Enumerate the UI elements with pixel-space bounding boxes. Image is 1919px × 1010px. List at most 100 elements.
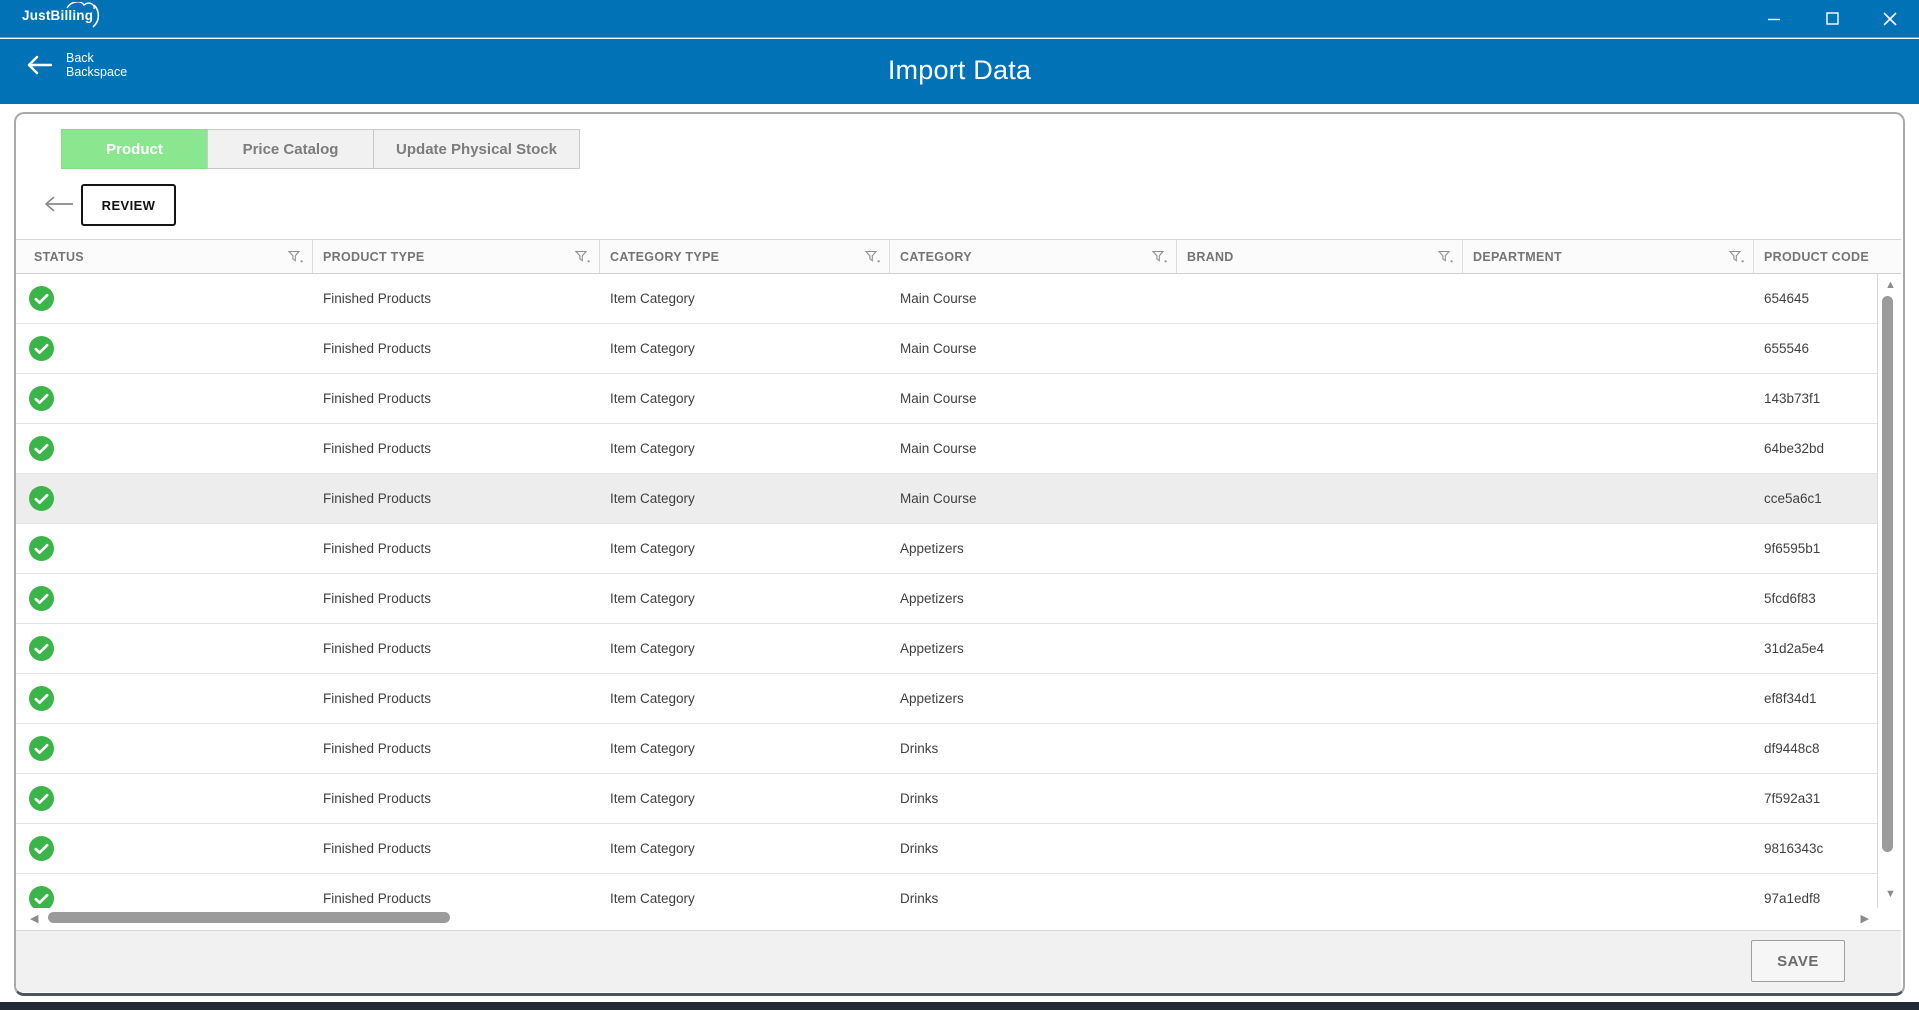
category-type-cell: Item Category [600, 824, 890, 873]
minimize-icon[interactable] [1745, 0, 1803, 37]
check-circle-icon [29, 836, 54, 861]
status-cell [16, 424, 313, 473]
category-type-cell: Item Category [600, 324, 890, 373]
category-cell: Drinks [890, 774, 1177, 823]
maximize-icon[interactable] [1803, 0, 1861, 37]
check-circle-icon [29, 636, 54, 661]
filter-icon[interactable] [575, 250, 591, 263]
table-row[interactable]: Finished ProductsItem CategoryDrinks7f59… [16, 774, 1901, 824]
brand-cell [1177, 824, 1463, 873]
table-row[interactable]: Finished ProductsItem CategoryDrinks9816… [16, 824, 1901, 874]
cloud-icon [65, 2, 105, 32]
horizontal-scrollbar[interactable]: ◀ ▶ [16, 908, 1875, 930]
check-circle-icon [29, 786, 54, 811]
product-type-cell: Finished Products [313, 824, 600, 873]
status-cell [16, 674, 313, 723]
table-row[interactable]: Finished ProductsItem CategoryMain Cours… [16, 424, 1901, 474]
column-header-product-code[interactable]: PRODUCT CODE [1754, 240, 1901, 273]
brand-cell [1177, 424, 1463, 473]
tab-price-catalog[interactable]: Price Catalog [207, 129, 374, 169]
filter-icon[interactable] [1438, 250, 1454, 263]
window-controls [1745, 0, 1919, 37]
table-row[interactable]: Finished ProductsItem CategoryAppetizers… [16, 624, 1901, 674]
filter-icon[interactable] [1152, 250, 1168, 263]
brand-cell [1177, 674, 1463, 723]
brand-cell [1177, 874, 1463, 908]
header: Back Backspace Import Data [0, 39, 1919, 104]
check-circle-icon [29, 886, 54, 908]
product-type-cell: Finished Products [313, 774, 600, 823]
up-arrow-icon[interactable]: ▲ [1878, 279, 1903, 291]
filter-icon[interactable] [288, 250, 304, 263]
table-row[interactable]: Finished ProductsItem CategoryDrinksdf94… [16, 724, 1901, 774]
vertical-scrollbar-thumb[interactable] [1882, 296, 1893, 852]
save-button[interactable]: SAVE [1751, 940, 1845, 982]
category-type-cell: Item Category [600, 524, 890, 573]
department-cell [1463, 874, 1754, 908]
table-row[interactable]: Finished ProductsItem CategoryAppetizers… [16, 524, 1901, 574]
status-cell [16, 874, 313, 908]
column-header-category-type[interactable]: CATEGORY TYPE [600, 240, 890, 273]
table-row[interactable]: Finished ProductsItem CategoryMain Cours… [16, 324, 1901, 374]
department-cell [1463, 624, 1754, 673]
status-cell [16, 274, 313, 323]
brand-cell [1177, 724, 1463, 773]
column-header-product-type[interactable]: PRODUCT TYPE [313, 240, 600, 273]
table-header: STATUS PRODUCT TYPE CATEGORY TYPE CATEGO… [16, 239, 1901, 274]
left-arrow-icon[interactable]: ◀ [30, 912, 38, 925]
product-type-cell: Finished Products [313, 874, 600, 908]
app-logo: JustBilling [22, 8, 93, 23]
check-circle-icon [29, 486, 54, 511]
brand-cell [1177, 374, 1463, 423]
table-row[interactable]: Finished ProductsItem CategoryMain Cours… [16, 474, 1901, 524]
table-row[interactable]: Finished ProductsItem CategoryAppetizers… [16, 574, 1901, 624]
table-row[interactable]: Finished ProductsItem CategoryMain Cours… [16, 274, 1901, 324]
check-circle-icon [29, 686, 54, 711]
department-cell [1463, 824, 1754, 873]
product-type-cell: Finished Products [313, 324, 600, 373]
status-cell [16, 474, 313, 523]
column-header-department[interactable]: DEPARTMENT [1463, 240, 1754, 273]
category-type-cell: Item Category [600, 274, 890, 323]
category-cell: Main Course [890, 274, 1177, 323]
tab-bar: Product Price Catalog Update Physical St… [61, 129, 580, 169]
tab-product[interactable]: Product [61, 129, 208, 169]
grid-back-arrow-icon[interactable] [44, 194, 74, 214]
table-row[interactable]: Finished ProductsItem CategoryDrinks97a1… [16, 874, 1901, 908]
status-cell [16, 374, 313, 423]
horizontal-scrollbar-thumb[interactable] [48, 912, 450, 923]
check-circle-icon [29, 436, 54, 461]
product-type-cell: Finished Products [313, 624, 600, 673]
status-cell [16, 824, 313, 873]
check-circle-icon [29, 286, 54, 311]
brand-cell [1177, 324, 1463, 373]
down-arrow-icon[interactable]: ▼ [1878, 888, 1903, 900]
filter-icon[interactable] [865, 250, 881, 263]
department-cell [1463, 424, 1754, 473]
column-header-category[interactable]: CATEGORY [890, 240, 1177, 273]
table-body: Finished ProductsItem CategoryMain Cours… [16, 274, 1901, 908]
filter-icon[interactable] [1729, 250, 1745, 263]
brand-cell [1177, 774, 1463, 823]
department-cell [1463, 374, 1754, 423]
review-button[interactable]: REVIEW [81, 184, 176, 226]
category-cell: Main Course [890, 324, 1177, 373]
check-circle-icon [29, 736, 54, 761]
department-cell [1463, 524, 1754, 573]
product-type-cell: Finished Products [313, 674, 600, 723]
category-cell: Drinks [890, 874, 1177, 908]
product-type-cell: Finished Products [313, 724, 600, 773]
department-cell [1463, 674, 1754, 723]
check-circle-icon [29, 336, 54, 361]
right-arrow-icon[interactable]: ▶ [1861, 912, 1869, 925]
column-header-brand[interactable]: BRAND [1177, 240, 1463, 273]
table-row[interactable]: Finished ProductsItem CategoryAppetizers… [16, 674, 1901, 724]
close-icon[interactable] [1861, 0, 1919, 37]
table-row[interactable]: Finished ProductsItem CategoryMain Cours… [16, 374, 1901, 424]
status-cell [16, 774, 313, 823]
check-circle-icon [29, 386, 54, 411]
vertical-scrollbar[interactable]: ▲ ▼ [1877, 274, 1903, 908]
import-panel: Product Price Catalog Update Physical St… [14, 112, 1905, 996]
column-header-status[interactable]: STATUS [16, 240, 313, 273]
tab-update-physical-stock[interactable]: Update Physical Stock [373, 129, 580, 169]
